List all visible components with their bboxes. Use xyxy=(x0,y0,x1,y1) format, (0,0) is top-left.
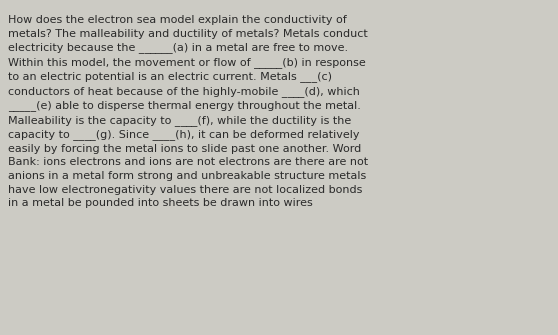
Text: How does the electron sea model explain the conductivity of
metals? The malleabi: How does the electron sea model explain … xyxy=(8,15,368,208)
